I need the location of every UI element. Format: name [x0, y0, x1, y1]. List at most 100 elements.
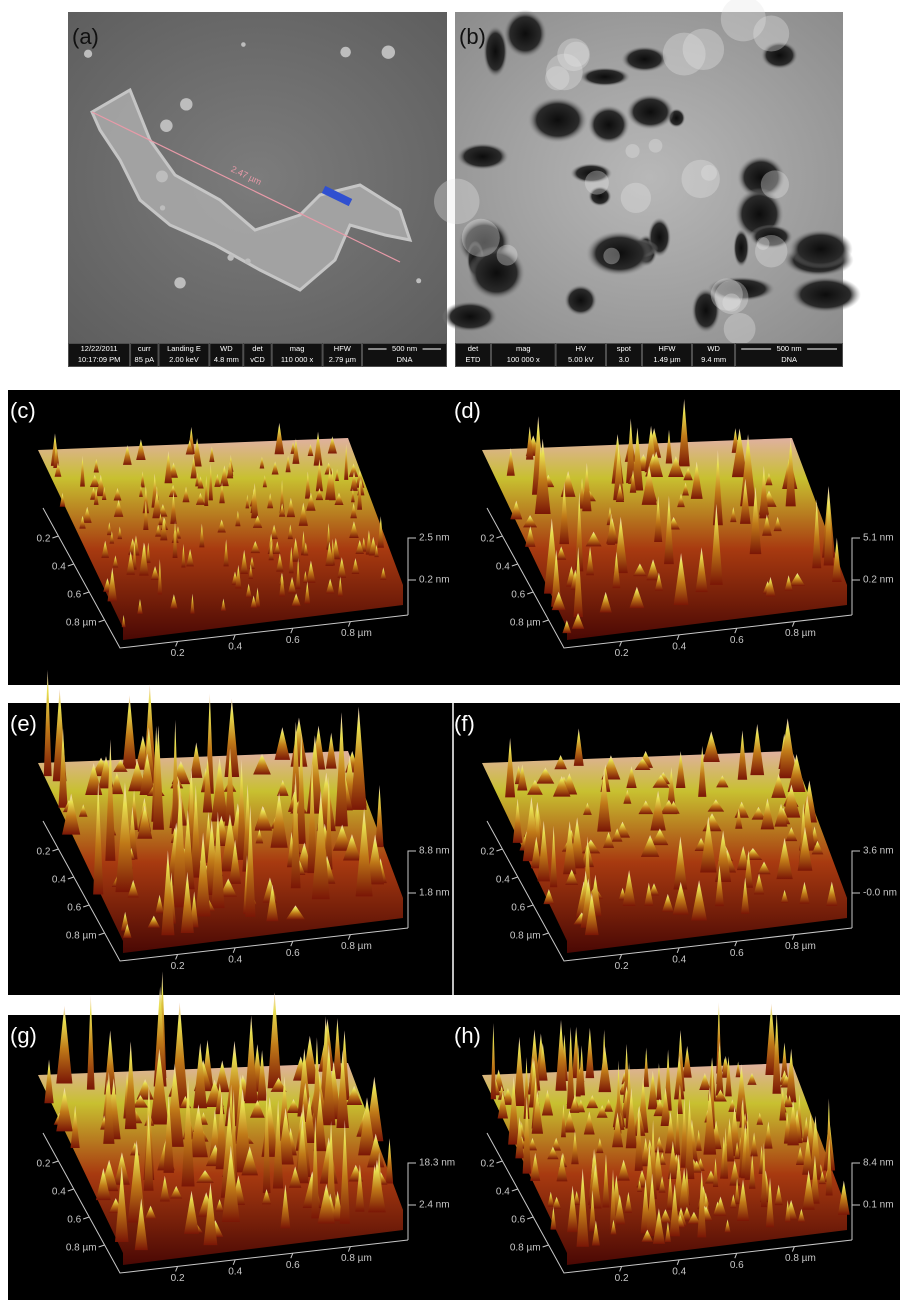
y-label: 0.8 µm: [510, 931, 541, 942]
y-label: 0.8 µm: [510, 1243, 541, 1254]
y-label: 0.4: [496, 562, 510, 573]
info-header: WD: [220, 344, 233, 353]
info-value: 10:17:09 PM: [78, 355, 121, 364]
info-header: mag: [290, 344, 305, 353]
bright-grain: [761, 170, 789, 198]
pore: [564, 285, 597, 316]
info-value: DNA: [781, 355, 797, 364]
info-header: mag: [516, 344, 531, 353]
x-label: 0.4: [228, 641, 242, 652]
y-label: 0.4: [52, 1187, 66, 1198]
bright-grain: [757, 237, 770, 250]
info-value: 3.0: [619, 355, 629, 364]
x-label: 0.6: [730, 635, 744, 646]
debris: [160, 119, 173, 132]
info-value: 4.8 mm: [214, 355, 239, 364]
debris: [416, 278, 421, 283]
bright-grain: [585, 171, 609, 195]
x-label: 0.6: [730, 1260, 744, 1271]
info-header: HV: [576, 344, 586, 353]
z-label: 1.8 nm: [419, 888, 450, 899]
y-label: 0.2: [480, 534, 494, 545]
z-label: 0.2 nm: [863, 575, 894, 586]
bright-grain: [434, 179, 479, 224]
x-label: 0.8 µm: [785, 628, 816, 639]
bright-grain: [546, 54, 583, 91]
info-value: 5.00 kV: [568, 355, 593, 364]
info-header: curr: [138, 344, 151, 353]
bright-grain: [722, 293, 740, 311]
z-label: 0.2 nm: [419, 575, 450, 586]
bright-grain: [753, 16, 789, 52]
x-label: 0.4: [228, 954, 242, 965]
debris: [160, 205, 165, 210]
x-label: 0.4: [672, 641, 686, 652]
x-label: 0.8 µm: [341, 628, 372, 639]
pore: [580, 67, 631, 86]
info-header: WD: [707, 344, 720, 353]
z-label: 5.1 nm: [863, 533, 894, 544]
debris: [245, 258, 251, 264]
y-label: 0.8 µm: [66, 1243, 97, 1254]
y-label: 0.6: [511, 903, 525, 914]
bright-grain: [701, 165, 717, 181]
y-label: 0.4: [496, 875, 510, 886]
y-label: 0.6: [67, 1215, 81, 1226]
debris: [227, 254, 233, 260]
y-label: 0.6: [67, 903, 81, 914]
y-label: 0.4: [52, 875, 66, 886]
z-label: 8.8 nm: [419, 846, 450, 857]
info-header: 500 nm: [392, 344, 417, 353]
y-label: 0.8 µm: [510, 618, 541, 629]
z-label: 0.1 nm: [863, 1200, 894, 1211]
y-label: 0.6: [67, 590, 81, 601]
info-header: Landing E: [167, 344, 201, 353]
sem-panel: (b)detETDmag100 000 xHV5.00 kVspot3.0HFW…: [434, 0, 861, 367]
x-label: 0.2: [615, 648, 629, 659]
y-label: 0.2: [480, 1159, 494, 1170]
x-label: 0.4: [228, 1266, 242, 1277]
figure: 2.47 µm(a)12/22/201110:17:09 PMcurr85 pA…: [0, 0, 900, 1300]
pore: [483, 25, 508, 77]
x-label: 0.2: [171, 648, 185, 659]
y-label: 0.6: [511, 1215, 525, 1226]
info-value: vCD: [250, 355, 265, 364]
panel-label: (b): [459, 24, 486, 49]
info-value: ETD: [465, 355, 481, 364]
y-label: 0.2: [36, 1159, 50, 1170]
panel-label: (c): [10, 398, 36, 423]
page: {"sem_panels": [ {"label": "(a)", "annot…: [0, 0, 900, 1300]
pore: [442, 301, 498, 332]
debris: [241, 42, 246, 47]
y-label: 0.6: [511, 590, 525, 601]
x-label: 0.6: [286, 1260, 300, 1271]
pore: [790, 276, 861, 313]
bright-grain: [724, 313, 756, 345]
y-label: 0.8 µm: [66, 931, 97, 942]
bright-grain: [497, 245, 518, 266]
debris: [84, 50, 92, 58]
z-label: 8.4 nm: [863, 1158, 894, 1169]
debris: [156, 170, 168, 182]
panel-label: (f): [454, 711, 475, 736]
debris: [174, 277, 185, 288]
panel-label: (e): [10, 711, 37, 736]
info-value: 2.00 keV: [169, 355, 199, 364]
sem-panel: 2.47 µm(a)12/22/201110:17:09 PMcurr85 pA…: [68, 12, 447, 367]
info-value: 110 000 x: [281, 355, 314, 364]
z-label: 3.6 nm: [863, 846, 894, 857]
x-label: 0.4: [672, 954, 686, 965]
y-label: 0.2: [36, 534, 50, 545]
info-value: 85 pA: [135, 355, 155, 364]
pore: [789, 229, 853, 269]
info-header: spot: [617, 344, 632, 353]
y-label: 0.2: [480, 847, 494, 858]
z-label: -0.0 nm: [863, 888, 897, 899]
pore: [626, 94, 674, 130]
z-label: 2.4 nm: [419, 1200, 450, 1211]
x-label: 0.2: [171, 1273, 185, 1284]
info-header: 12/22/2011: [81, 344, 118, 353]
pore: [733, 229, 749, 268]
x-label: 0.8 µm: [785, 941, 816, 952]
pore: [586, 231, 653, 276]
